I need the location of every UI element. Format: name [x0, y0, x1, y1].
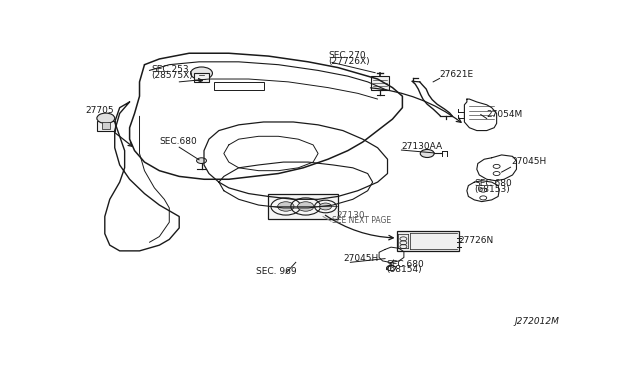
Circle shape [278, 202, 294, 211]
Text: SEC.680: SEC.680 [474, 179, 512, 189]
Text: 27621E: 27621E [440, 70, 474, 79]
Text: (68154): (68154) [387, 265, 422, 275]
Text: 27705: 27705 [85, 106, 113, 115]
Text: 27045H: 27045H [343, 254, 378, 263]
Text: 27130AA: 27130AA [401, 142, 442, 151]
Circle shape [196, 158, 207, 164]
Text: (68153): (68153) [474, 186, 510, 195]
Bar [102, 122, 110, 129]
FancyBboxPatch shape [371, 76, 389, 90]
FancyBboxPatch shape [269, 193, 338, 219]
FancyBboxPatch shape [97, 121, 115, 131]
FancyBboxPatch shape [397, 231, 460, 251]
Text: 27726N: 27726N [458, 236, 493, 245]
Bar [214, 82, 264, 90]
Text: 27130: 27130 [336, 211, 365, 220]
FancyBboxPatch shape [193, 73, 209, 83]
Text: 27054M: 27054M [486, 110, 523, 119]
Circle shape [420, 150, 434, 157]
Circle shape [97, 113, 115, 124]
Text: SEC.253: SEC.253 [151, 65, 189, 74]
Text: SEC.680: SEC.680 [387, 260, 424, 269]
Text: (27726X): (27726X) [328, 57, 370, 66]
Text: SEE NEXT PAGE: SEE NEXT PAGE [332, 216, 391, 225]
Circle shape [191, 67, 212, 80]
Text: J272012M: J272012M [514, 317, 559, 326]
Text: (28575X): (28575X) [151, 71, 193, 80]
Text: SEC.270: SEC.270 [328, 51, 365, 60]
Text: SEC.680: SEC.680 [159, 137, 197, 146]
Circle shape [319, 203, 332, 210]
Circle shape [298, 202, 314, 211]
Text: SEC. 969: SEC. 969 [256, 267, 297, 276]
Text: 27045H: 27045H [511, 157, 547, 166]
